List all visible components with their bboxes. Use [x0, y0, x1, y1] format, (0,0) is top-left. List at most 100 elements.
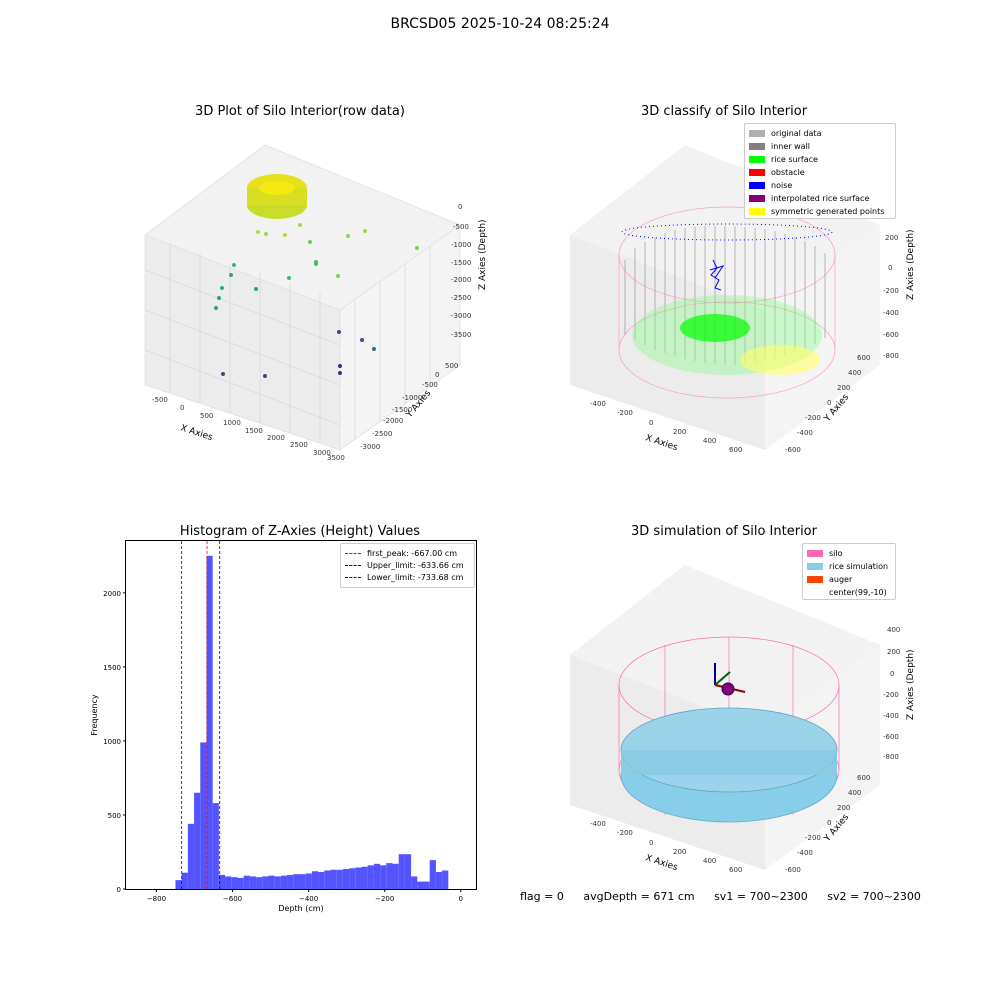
hist-bar: [423, 881, 430, 889]
svg-text:3500: 3500: [327, 454, 345, 460]
svg-text:-2000: -2000: [451, 276, 471, 284]
legend-label: auger: [829, 575, 853, 584]
svg-text:200: 200: [887, 648, 900, 656]
z-axis-label: Z Axies (Depth): [906, 649, 916, 720]
simulation-3d-plot: -400 -200 0 200 400 600 600 400 200 0 -200 -40…: [570, 565, 916, 874]
y-tick-label: 1000: [103, 738, 121, 746]
svg-text:-3500: -3500: [451, 331, 471, 339]
panel-title-raw: 3D Plot of Silo Interior(row data): [195, 104, 405, 119]
hist-bar: [429, 860, 436, 889]
x-axis-label: X Axies: [644, 433, 679, 453]
svg-text:400: 400: [887, 626, 900, 634]
hist-bar: [342, 869, 350, 889]
x-tick-label: −200: [375, 895, 394, 903]
legend-label: Upper_limit: -633.66 cm: [367, 560, 464, 570]
legend-line-swatch: [345, 576, 361, 578]
legend-label: first_peak: -667.00 cm: [367, 548, 458, 558]
svg-text:400: 400: [848, 369, 861, 377]
legend-classify-item: rice surface: [749, 153, 891, 166]
hist-bar: [212, 803, 219, 889]
hist-bar: [380, 865, 387, 889]
hist-bar: [435, 871, 443, 889]
svg-text:-2000: -2000: [383, 417, 403, 425]
legend-swatch: [749, 130, 765, 137]
svg-text:-200: -200: [617, 829, 633, 837]
hist-bar: [336, 869, 343, 889]
x-tick-label: −400: [299, 895, 318, 903]
legend-hist-item: Upper_limit: -633.66 cm: [345, 559, 470, 571]
hist-bar: [206, 555, 213, 889]
svg-text:-600: -600: [883, 331, 899, 339]
hist-bar: [392, 863, 399, 889]
plot-frame: [125, 540, 477, 890]
svg-text:-200: -200: [883, 287, 899, 295]
svg-text:200: 200: [885, 234, 898, 242]
raw-points: [214, 174, 419, 378]
hist-bar: [367, 865, 374, 889]
legend-swatch: [749, 208, 765, 215]
x-ticks: -500 0 500 1000 1500 2000 2500 3000 3500: [152, 396, 345, 460]
svg-text:-3000: -3000: [451, 312, 471, 320]
z-ticks: 0 -500 -1000 -1500 -2000 -2500 -3000 -3500: [451, 203, 471, 339]
x-axis-label: X Axies: [644, 853, 679, 873]
svg-text:-400: -400: [797, 429, 813, 437]
svg-text:400: 400: [848, 789, 861, 797]
legend-label: inner wall: [771, 142, 811, 151]
hist-bar: [330, 869, 337, 889]
svg-text:0: 0: [458, 203, 462, 211]
svg-text:1000: 1000: [223, 419, 241, 427]
svg-text:-200: -200: [617, 409, 633, 417]
svg-text:0: 0: [180, 404, 184, 412]
status-line: flag = 0 avgDepth = 671 cm sv1 = 700~230…: [520, 890, 937, 903]
hist-title: Histogram of Z-Axies (Height) Values: [179, 524, 421, 539]
legend-label: silo: [829, 549, 843, 558]
z-axis-label: Z Axies (Depth): [478, 219, 488, 290]
legend-swatch: [749, 182, 765, 189]
y-axis-label: Frequency: [90, 694, 99, 736]
hist-bar: [194, 792, 201, 889]
svg-text:0: 0: [435, 371, 439, 379]
legend-label: center(99,-10): [829, 588, 887, 597]
svg-text:-500: -500: [453, 223, 469, 231]
legend-sim-item: center(99,-10): [807, 586, 891, 599]
legend-swatch: [749, 156, 765, 163]
hist-bar: [361, 866, 368, 889]
hist-bar: [249, 876, 257, 889]
svg-text:-500: -500: [152, 396, 168, 404]
svg-text:0: 0: [890, 670, 894, 678]
legend-swatch: [749, 195, 765, 202]
y-tick-label: 1500: [103, 664, 121, 672]
hist-bar: [311, 871, 319, 889]
hist-bar: [243, 875, 250, 889]
svg-text:0: 0: [827, 399, 831, 407]
svg-text:-400: -400: [883, 712, 899, 720]
hist-bar: [355, 867, 362, 889]
svg-text:-2500: -2500: [451, 294, 471, 302]
svg-text:3000: 3000: [313, 449, 331, 457]
hist-bar: [181, 872, 188, 889]
legend-label: rice simulation: [829, 562, 889, 571]
hist-bar: [293, 874, 300, 889]
hist-bar: [324, 870, 331, 889]
legend-hist-item: Lower_limit: -733.68 cm: [345, 571, 470, 583]
legend-sim-item: auger: [807, 573, 891, 586]
svg-text:-600: -600: [785, 446, 801, 454]
sv2-text: sv2 = 700~2300: [827, 890, 921, 903]
hist-bar: [442, 870, 449, 889]
legend-label: interpolated rice surface: [771, 194, 870, 203]
auger-marker: [714, 663, 746, 696]
legend-label: noise: [771, 181, 793, 190]
flag-text: flag = 0: [520, 890, 564, 903]
svg-text:200: 200: [673, 428, 686, 436]
legend-sim-item: rice simulation: [807, 560, 891, 573]
svg-text:200: 200: [837, 384, 850, 392]
hist-bar: [218, 874, 226, 889]
svg-text:500: 500: [200, 412, 213, 420]
legend-label: symmetric generated points: [771, 207, 885, 216]
legend-line-swatch: [345, 564, 361, 566]
legend-sim: silo rice simulation auger center(99,-10): [802, 543, 896, 600]
hist-bar: [299, 874, 306, 889]
classify-3d-plot: -400 -200 0 200 400 600 600 400 200 0 -200 -40…: [570, 145, 916, 454]
x-axis-label: Depth (cm): [278, 904, 323, 913]
svg-text:-1000: -1000: [402, 394, 422, 402]
